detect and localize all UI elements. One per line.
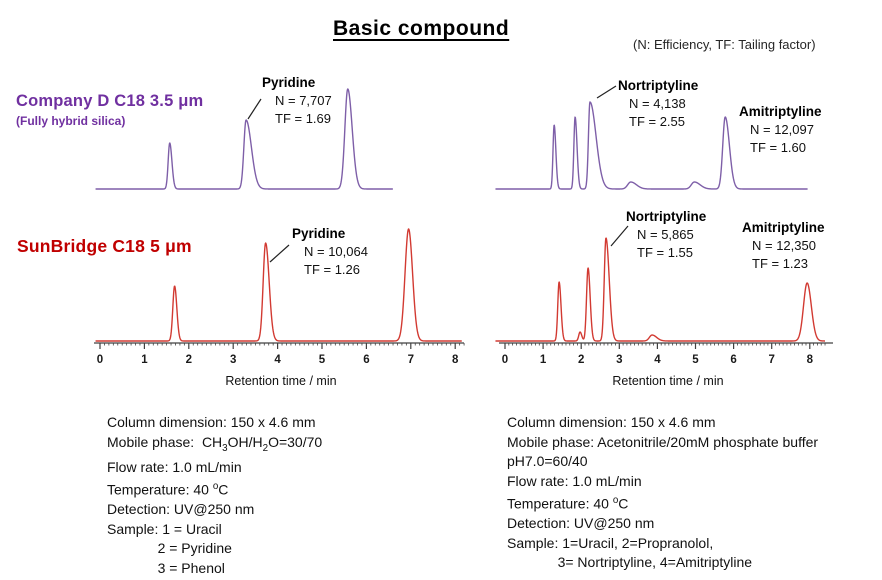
chromatogram-trace-company-d-right bbox=[495, 101, 808, 190]
chromatogram-trace-company-d-left bbox=[95, 88, 394, 190]
peak-name: Nortriptyline bbox=[618, 78, 699, 93]
peak-efficiency: N = 5,865 bbox=[637, 227, 694, 242]
axis-tick-label: 4 bbox=[654, 354, 661, 366]
axis-tick-label: 2 bbox=[186, 354, 192, 366]
column-label-company-d-sub: (Fully hybrid silica) bbox=[16, 114, 126, 128]
x-axis-title-right: Retention time / min bbox=[612, 374, 724, 388]
condition-line: 3 = Phenol bbox=[107, 559, 225, 576]
peak-tailing: TF = 1.55 bbox=[637, 245, 693, 260]
legend-note: (N: Efficiency, TF: Tailing factor) bbox=[633, 37, 816, 52]
annotation-nortriptyline-top: Nortriptyline N = 4,138 TF = 2.55 bbox=[618, 78, 698, 131]
peak-efficiency: N = 4,138 bbox=[629, 96, 686, 111]
peak-efficiency: N = 7,707 bbox=[275, 93, 332, 108]
chromatogram-panel-company-d-left bbox=[95, 88, 394, 190]
axis-tick-label: 3 bbox=[616, 354, 622, 366]
condition-line: 2 = Pyridine bbox=[107, 540, 232, 557]
axis-tick-label: 0 bbox=[97, 354, 103, 366]
condition-line: Sample: 1=Uracil, 2=Propranolol, bbox=[507, 534, 714, 551]
peak-tailing: TF = 1.60 bbox=[750, 140, 806, 155]
condition-line: Mobile phase: Acetonitrile/20mM phosphat… bbox=[507, 433, 819, 450]
annotation-amitriptyline-top: Amitriptyline N = 12,097 TF = 1.60 bbox=[739, 104, 822, 157]
axis-tick-label: 1 bbox=[540, 354, 547, 366]
column-label-sunbridge: SunBridge C18 5 μm bbox=[17, 236, 192, 256]
peak-name: Amitriptyline bbox=[739, 104, 822, 119]
axis-tick-label: 1 bbox=[141, 354, 148, 366]
chromatogram-trace-sunbridge-left bbox=[95, 228, 463, 342]
peak-efficiency: N = 12,097 bbox=[750, 122, 814, 137]
axis-tick-label: 6 bbox=[730, 354, 736, 366]
condition-line: Column dimension: 150 x 4.6 mm bbox=[507, 414, 716, 430]
peak-name: Amitriptyline bbox=[742, 220, 825, 235]
column-label-company-d: Company D C18 3.5 μm bbox=[16, 92, 204, 110]
page-title: Basic compound bbox=[333, 17, 510, 40]
condition-line: 3= Nortriptyline, 4=Amitriptyline bbox=[507, 554, 753, 571]
axis-tick-label: 0 bbox=[502, 354, 508, 366]
axis-tick-label: 4 bbox=[274, 354, 281, 366]
axis-tick-label: 7 bbox=[408, 354, 414, 366]
annotation-nortriptyline-bottom: Nortriptyline N = 5,865 TF = 1.55 bbox=[626, 209, 706, 262]
chromatogram-panel-sunbridge-left bbox=[95, 228, 463, 342]
axis-tick-label: 2 bbox=[578, 354, 584, 366]
condition-line: pH7.0=60/40 bbox=[507, 453, 588, 469]
axis-tick-label: 8 bbox=[807, 354, 814, 366]
peak-efficiency: N = 10,064 bbox=[304, 244, 368, 259]
peak-tailing: TF = 2.55 bbox=[629, 114, 685, 129]
peak-tailing: TF = 1.26 bbox=[304, 262, 360, 277]
peak-name: Pyridine bbox=[292, 226, 346, 241]
conditions-right: Column dimension: 150 x 4.6 mm Mobile pha… bbox=[507, 413, 818, 573]
axis-tick-label: 6 bbox=[363, 354, 369, 366]
annotation-pyridine-bottom: Pyridine N = 10,064 TF = 1.26 bbox=[292, 226, 368, 279]
peak-name: Nortriptyline bbox=[626, 209, 707, 224]
peak-tailing: TF = 1.69 bbox=[275, 111, 331, 126]
axis-tick-label: 5 bbox=[692, 354, 699, 366]
chromatogram-trace-sunbridge-right bbox=[495, 237, 826, 342]
condition-line: Detection: UV@250 nm bbox=[107, 501, 255, 518]
peak-name: Pyridine bbox=[262, 75, 316, 90]
axis-tick-label: 5 bbox=[319, 354, 326, 366]
condition-line: Column dimension: 150 x 4.6 mm bbox=[107, 414, 316, 430]
peak-tailing: TF = 1.23 bbox=[752, 256, 808, 271]
peak-efficiency: N = 12,350 bbox=[752, 238, 816, 253]
chromatogram-panel-company-d-right bbox=[495, 101, 808, 190]
condition-line: Sample: 1 = Uracil bbox=[107, 520, 222, 537]
condition-line: Mobile phase: CH3OH/H2O=30/70 bbox=[107, 433, 323, 454]
condition-line: Flow rate: 1.0 mL/min bbox=[107, 458, 242, 475]
axis-tick-label: 3 bbox=[230, 354, 236, 366]
annotation-pyridine-top: Pyridine N = 7,707 TF = 1.69 bbox=[262, 75, 332, 128]
x-axis-title-left: Retention time / min bbox=[225, 374, 337, 388]
condition-line: Temperature: 40 oC bbox=[507, 495, 629, 512]
condition-line: Detection: UV@250 nm bbox=[507, 515, 655, 532]
chromatogram-panel-sunbridge-right bbox=[495, 237, 826, 342]
axis-tick-label: 7 bbox=[768, 354, 774, 366]
annotation-amitriptyline-bottom: Amitriptyline N = 12,350 TF = 1.23 bbox=[742, 220, 825, 273]
axis-tick-label: 8 bbox=[452, 354, 459, 366]
condition-line: Temperature: 40 oC bbox=[107, 481, 229, 498]
conditions-left: Column dimension: 150 x 4.6 mm Mobile pha… bbox=[107, 413, 322, 578]
condition-line: Flow rate: 1.0 mL/min bbox=[507, 472, 642, 489]
x-axis-left: 0 1 2 3 4 5 6 7 8 bbox=[94, 342, 465, 366]
x-axis-right: 0 1 2 3 4 5 6 7 8 bbox=[499, 342, 833, 366]
